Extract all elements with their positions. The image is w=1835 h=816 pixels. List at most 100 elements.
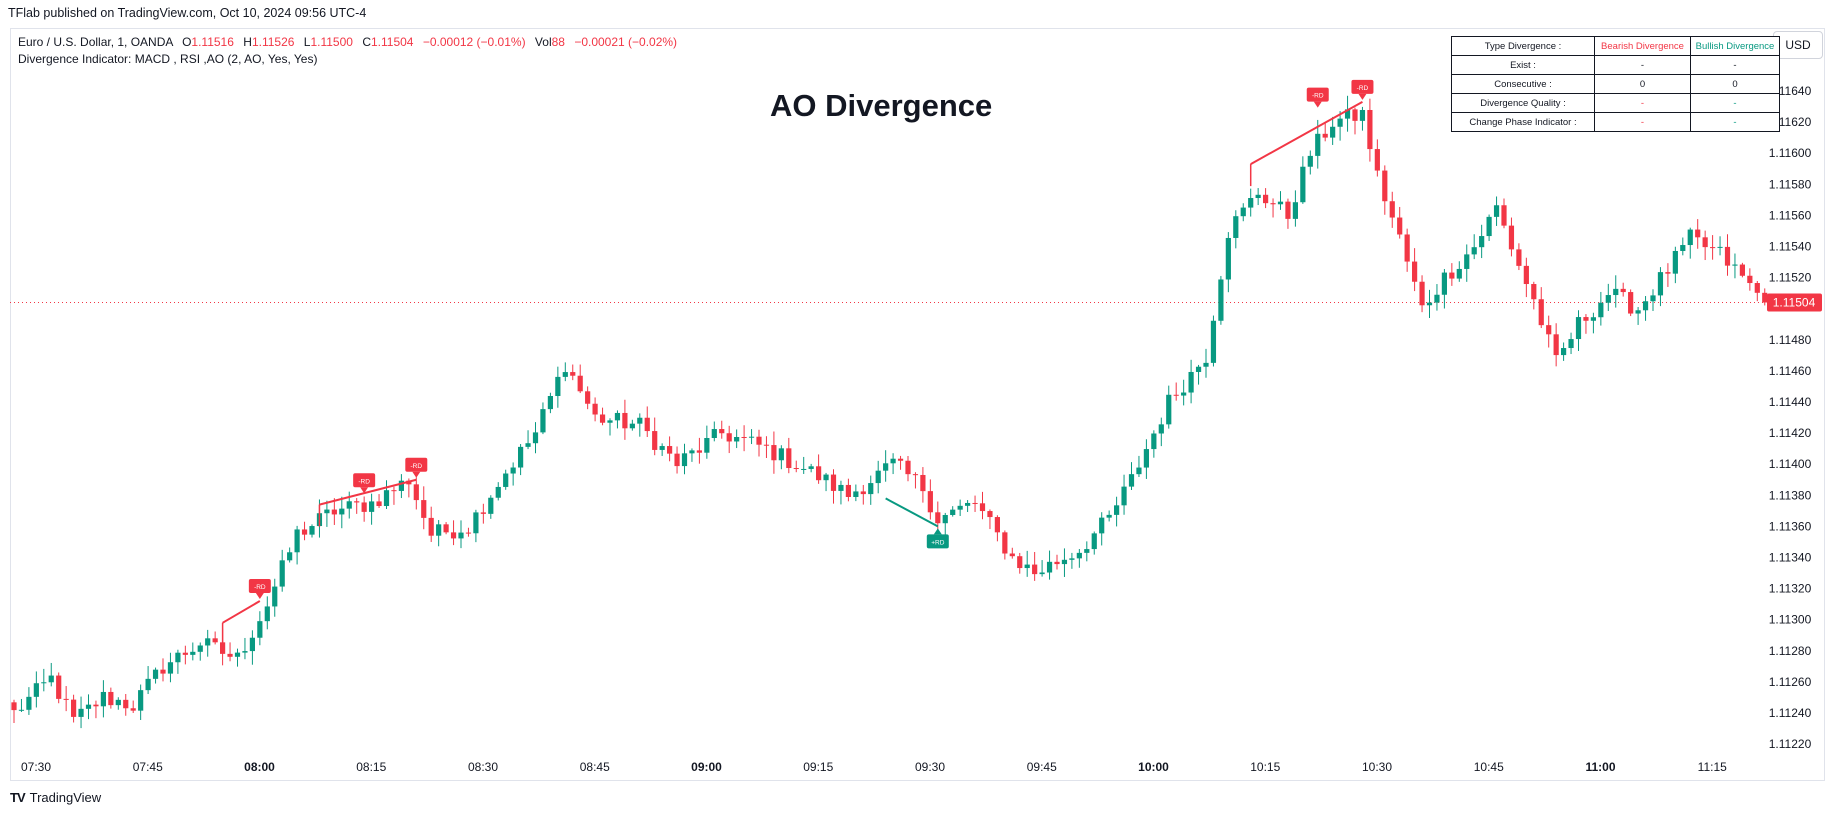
candle — [1479, 224, 1485, 259]
candle-body — [719, 429, 725, 434]
candle — [726, 425, 732, 454]
candle-body — [890, 458, 896, 464]
candle — [562, 362, 568, 382]
candle-body — [324, 509, 330, 514]
candle-body — [1277, 201, 1284, 205]
candle-body — [458, 532, 464, 539]
time-tick-label: 09:00 — [691, 760, 722, 774]
candle — [138, 684, 144, 720]
candle-body — [1225, 237, 1231, 280]
candle — [920, 467, 926, 503]
table-cell: Type Divergence : — [1451, 36, 1595, 56]
candle-body — [287, 552, 293, 561]
table-cell: - — [1594, 112, 1691, 132]
candle-body — [480, 512, 486, 514]
candle-body — [726, 433, 732, 442]
candle — [1300, 156, 1306, 204]
candle-body — [1128, 474, 1135, 487]
price-tick-label: 1.11340 — [1769, 551, 1812, 565]
candle — [503, 469, 509, 490]
candle-body — [1553, 334, 1559, 356]
tradingview-logo-icon: TV — [10, 790, 26, 805]
candle — [1680, 237, 1686, 256]
marker-label: -RD — [358, 478, 370, 485]
candle-body — [532, 432, 539, 444]
candle — [793, 460, 799, 473]
price-tick-label: 1.11260 — [1769, 675, 1812, 689]
candle — [704, 425, 710, 459]
candle-body — [100, 691, 106, 707]
candle-body — [1240, 207, 1246, 217]
candle-body — [1099, 517, 1105, 534]
tradingview-brand: TradingView — [29, 790, 102, 805]
candle-body — [383, 490, 390, 507]
candle — [808, 463, 814, 473]
candle — [1270, 198, 1276, 218]
candle-body — [421, 500, 427, 518]
candle-body — [1471, 247, 1477, 255]
candle-body — [1009, 553, 1015, 557]
candle-body — [1315, 133, 1321, 156]
candle — [391, 486, 397, 505]
price-tick-label: 1.11600 — [1769, 146, 1812, 160]
candle — [1523, 257, 1529, 298]
candle-body — [1039, 572, 1045, 575]
marker-box — [405, 457, 428, 472]
time-tick-label: 09:15 — [803, 760, 833, 774]
candle-body — [1754, 283, 1760, 293]
currency-button[interactable]: USD — [1773, 31, 1823, 59]
candle-body — [942, 514, 948, 524]
candle-body — [1516, 249, 1522, 266]
candle-body — [138, 690, 144, 711]
candle-body — [622, 412, 628, 429]
candle-body — [1374, 149, 1380, 171]
candle-body — [1598, 302, 1604, 318]
price-tick-label: 1.11480 — [1769, 333, 1812, 347]
indicator-legend[interactable]: Divergence Indicator: MACD , RSI ,AO (2,… — [18, 52, 318, 66]
candle-body — [1367, 109, 1373, 150]
candle — [979, 491, 986, 520]
candle-body — [1218, 279, 1224, 321]
candle — [167, 652, 174, 683]
candle — [398, 474, 404, 499]
bearish-rd-marker: -RD — [1351, 79, 1374, 100]
candle-body — [979, 503, 986, 512]
footer[interactable]: TV TradingView — [10, 790, 101, 805]
candle — [801, 456, 807, 474]
candle-body — [1486, 216, 1492, 237]
candle-body — [555, 376, 561, 396]
candle-body — [1493, 205, 1500, 217]
candle — [592, 397, 598, 422]
last-price-badge: 1.11504 — [1767, 293, 1822, 312]
candle-body — [1665, 272, 1671, 274]
candle-body — [987, 511, 993, 518]
candle-body — [1046, 561, 1053, 573]
candle-body — [495, 486, 501, 498]
candle-body — [823, 474, 829, 481]
candle — [1605, 283, 1611, 311]
candle — [972, 495, 978, 512]
candle-body — [443, 524, 449, 533]
candle — [1315, 119, 1321, 169]
candle-body — [197, 645, 203, 652]
candle — [1493, 196, 1500, 226]
candle — [912, 472, 919, 489]
candle-body — [346, 501, 352, 509]
candle-body — [11, 702, 17, 711]
candle — [41, 668, 47, 692]
candle — [763, 436, 770, 459]
candle — [711, 421, 717, 442]
candle-body — [465, 532, 472, 534]
candle-body — [167, 662, 174, 674]
candle — [1598, 291, 1604, 326]
marker-box — [926, 534, 949, 549]
candle — [1017, 552, 1023, 574]
marker-label: -RD — [411, 463, 423, 470]
candle — [182, 645, 188, 665]
candle-body — [488, 497, 494, 514]
candle — [1672, 246, 1678, 284]
candle-body — [689, 450, 695, 454]
candle — [339, 496, 345, 529]
time-tick-label: 09:45 — [1027, 760, 1057, 774]
